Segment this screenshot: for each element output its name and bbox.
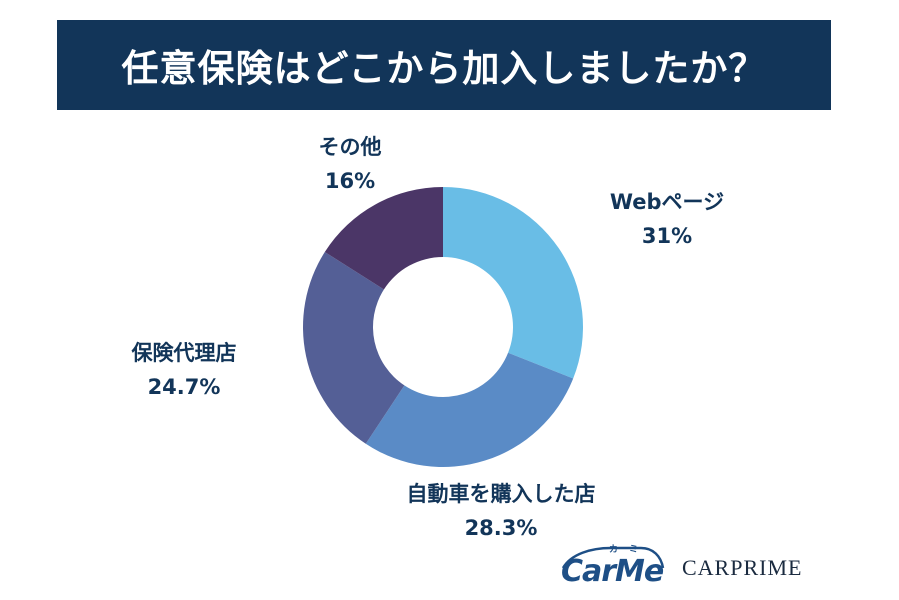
chart-title: 任意保険はどこから加入しましたか？ [121, 47, 767, 90]
carme-kana: カーミー [609, 545, 650, 555]
label-agency-name: 保険代理店 [131, 341, 237, 365]
donut-slice-1 [365, 352, 574, 468]
label-dealer-name: 自動車を購入した店 [406, 482, 596, 506]
donut-slice-2 [303, 251, 405, 444]
label-other-name: その他 [318, 135, 382, 159]
donut-slice-0 [443, 187, 583, 379]
label-web-name: Webページ [609, 190, 725, 214]
carme-car-outline-icon [561, 546, 665, 569]
donut-slice-3 [324, 187, 443, 290]
label-other-value: 16% [324, 169, 376, 193]
label-dealer: 自動車を購入した店 28.3% [386, 477, 616, 545]
label-agency-value: 24.7% [147, 375, 221, 399]
title-banner: 任意保険はどこから加入しましたか？ [57, 20, 831, 110]
label-web: Webページ 31% [587, 185, 747, 253]
carme-logo: カーミー CarMe [557, 542, 667, 589]
carme-word: CarMe [561, 554, 664, 589]
label-web-value: 31% [641, 224, 693, 248]
carprime-logo: CARPRIME [682, 555, 803, 580]
label-dealer-value: 28.3% [464, 516, 538, 540]
label-agency: 保険代理店 24.7% [114, 336, 254, 404]
label-other: その他 16% [300, 130, 400, 198]
